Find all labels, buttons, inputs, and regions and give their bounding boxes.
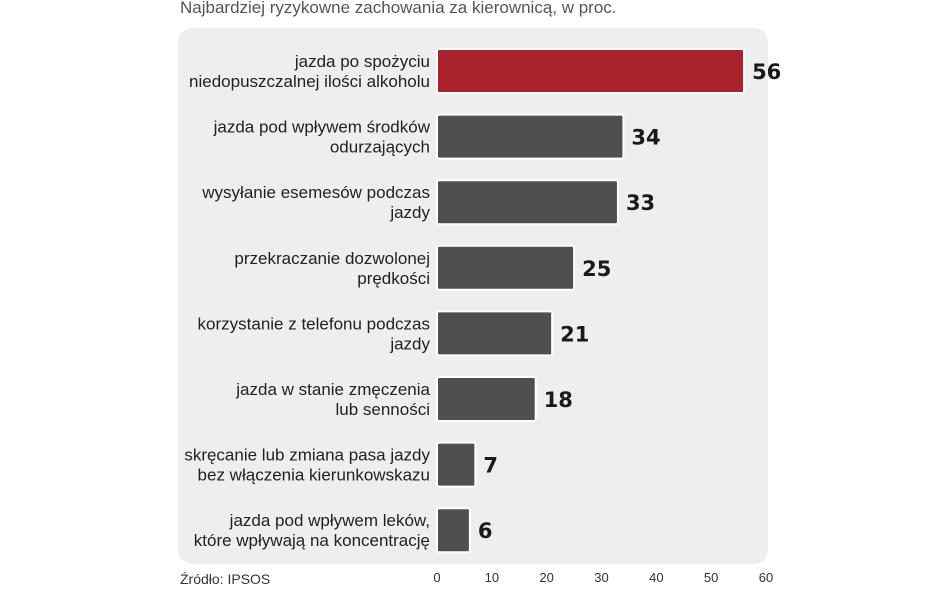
value-label: 7 (483, 454, 498, 478)
value-label: 21 (560, 322, 589, 346)
bar (436, 441, 477, 488)
bar (436, 113, 625, 160)
bar (436, 179, 619, 226)
category-label: wysyłanie esemesów podczas jazdy (201, 183, 430, 222)
x-tick-label: 30 (594, 570, 608, 585)
value-label: 6 (478, 519, 493, 543)
category-label: przekraczanie dozwolonej prędkości (234, 249, 430, 288)
category-label: skręcanie lub zmiana pasa jazdy bez włącz… (184, 446, 430, 485)
x-tick-label: 60 (759, 570, 773, 585)
bar (436, 48, 746, 94)
bar (436, 310, 554, 357)
chart-subtitle: Najbardziej ryzykowne zachowania za kier… (180, 0, 617, 17)
bar (436, 244, 576, 291)
value-label: 25 (582, 257, 611, 281)
x-axis-ticks: 0 10 20 30 40 50 60 (433, 570, 773, 585)
category-label: jazda w stanie zmęczenia lub senności (235, 380, 430, 419)
x-tick-label: 20 (539, 570, 553, 585)
source-note: Źródło: IPSOS (180, 571, 270, 587)
value-label: 34 (631, 126, 660, 150)
bars-group: 56 jazda po spożyciu niedopuszczalnej iloś… (184, 48, 781, 554)
x-tick-label: 10 (485, 570, 499, 585)
value-label: 18 (544, 388, 573, 412)
category-label: jazda po spożyciu niedopuszczalnej ilości… (189, 52, 430, 91)
value-label: 33 (626, 191, 655, 215)
category-label: korzystanie z telefonu podczas jazdy (198, 314, 431, 353)
x-tick-label: 50 (704, 570, 718, 585)
category-label: jazda pod wpływem środków odurzających (213, 118, 431, 157)
bar (436, 507, 471, 554)
x-tick-label: 0 (433, 570, 440, 585)
chart-panel (178, 28, 768, 564)
bar (436, 376, 537, 422)
value-label: 56 (752, 60, 781, 84)
x-tick-label: 40 (649, 570, 663, 585)
category-label: jazda pod wpływem leków, które wpływają n… (194, 511, 430, 550)
